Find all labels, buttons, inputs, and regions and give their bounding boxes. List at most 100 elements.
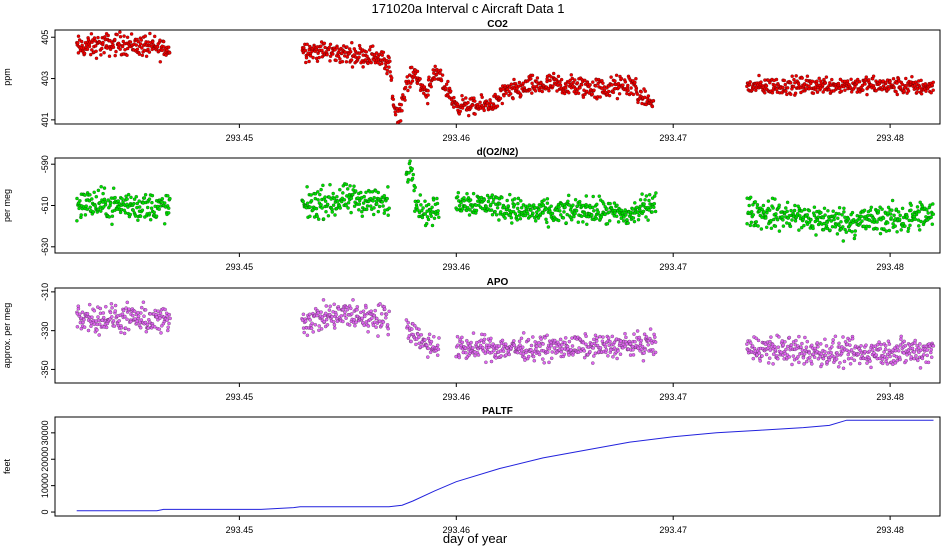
data-point [362,194,366,199]
data-point [610,83,614,87]
data-point [748,341,753,345]
data-point [125,53,129,58]
data-point [426,346,430,351]
data-point [639,338,643,343]
data-point [349,210,353,215]
scatter-points [75,30,936,125]
data-point [894,207,899,211]
data-point [387,55,391,60]
data-point [585,222,589,227]
data-point [929,90,933,95]
data-point [615,96,620,101]
data-point [87,199,92,203]
data-point [926,360,931,365]
data-point [412,188,416,193]
data-point [595,202,599,207]
data-point [887,342,892,346]
data-point [591,346,596,350]
data-point [382,193,387,198]
x-tick-label: 293.46 [443,133,471,143]
data-point [332,326,337,330]
data-point [139,38,144,42]
data-point [129,195,133,200]
data-point [889,216,893,220]
data-point [867,349,872,354]
data-point [371,199,375,203]
data-point [507,352,511,357]
data-point [106,33,110,38]
data-point [629,86,633,90]
data-point [132,309,137,314]
data-point [160,196,165,201]
data-point [353,189,358,193]
data-point [473,99,477,103]
data-point [84,204,88,208]
data-point [88,205,92,210]
data-point [507,89,511,94]
data-point [562,91,567,96]
data-point [567,339,572,344]
data-point [803,335,807,340]
data-point [345,45,349,49]
data-point [925,353,929,358]
data-point [647,198,651,203]
data-point [573,211,577,216]
data-point [302,45,306,50]
data-point [360,209,364,214]
data-point [387,206,391,210]
data-point [597,194,602,198]
data-point [335,199,340,203]
data-point [896,210,901,214]
data-point [89,32,94,36]
data-point [570,344,575,348]
data-point [325,323,330,327]
data-point [822,206,827,211]
data-point [639,90,643,94]
data-point [829,350,833,355]
data-point [919,78,923,83]
data-point [314,206,319,211]
data-point [107,215,112,219]
data-point [812,355,817,359]
data-point [482,337,487,342]
data-point [118,47,122,51]
data-point [771,206,775,210]
data-point [648,205,653,210]
data-point [837,205,842,210]
data-point [82,325,87,329]
data-point [328,304,332,309]
data-point [96,315,100,319]
data-point [571,203,575,207]
data-point [162,222,167,226]
data-point [514,214,519,219]
data-point [583,78,587,83]
data-point [917,228,922,232]
data-point [113,309,118,313]
data-point [848,362,853,366]
data-point [128,212,133,217]
data-point [748,223,753,228]
data-point [494,213,499,217]
data-point [908,223,912,228]
data-point [319,327,324,331]
data-point [905,214,909,219]
data-point [75,325,80,329]
data-point [352,204,357,208]
data-point [833,334,838,339]
data-point [360,316,364,321]
data-point [301,312,306,317]
data-point [635,329,640,333]
data-point [399,102,404,107]
data-point [311,55,315,60]
data-point [567,353,571,357]
data-point [543,336,547,340]
data-point [461,97,465,102]
data-point [893,224,897,228]
data-point [844,230,849,234]
data-point [436,209,440,213]
data-point [864,75,869,79]
data-point [863,82,867,86]
data-point [850,229,854,234]
data-point [886,205,891,210]
data-point [897,217,902,221]
